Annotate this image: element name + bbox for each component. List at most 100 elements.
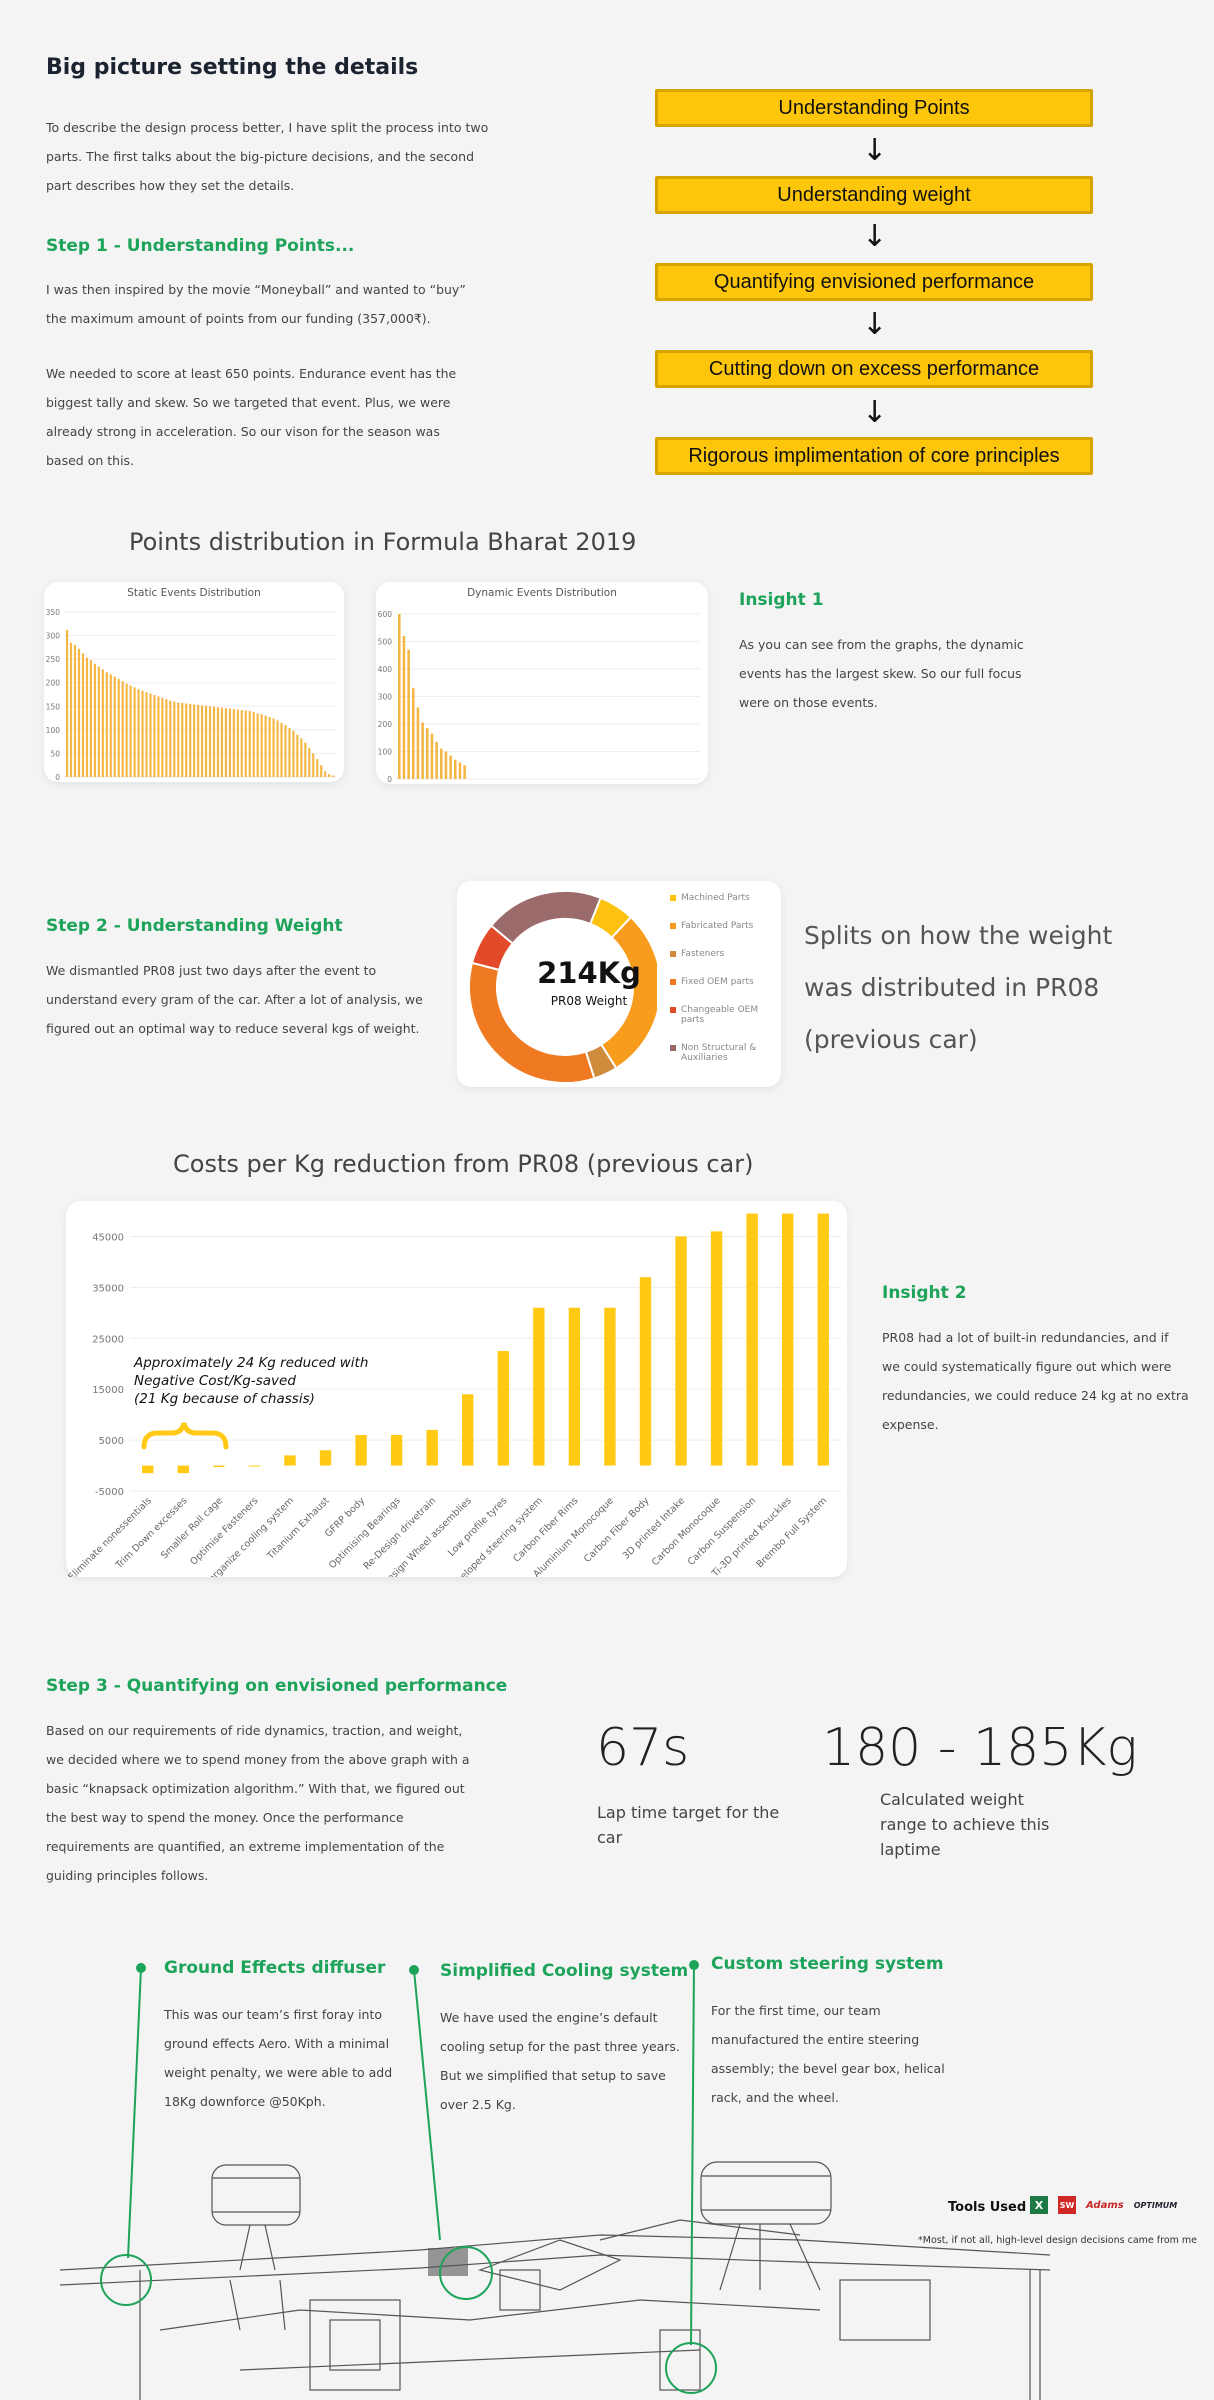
bar (142, 1465, 154, 1474)
down-arrow-icon: ↓ (862, 395, 888, 430)
bar (101, 669, 104, 777)
bar (300, 738, 303, 777)
y-tick-label: 0 (387, 775, 392, 784)
bar (272, 718, 275, 777)
bar (157, 696, 160, 777)
bar (177, 702, 180, 777)
y-tick-label: -5000 (95, 1487, 124, 1498)
bar (125, 683, 128, 777)
y-tick-label: 600 (378, 610, 393, 619)
stat-weight-label: Calculated weight range to achieve this … (880, 1790, 1050, 1859)
bar (296, 734, 299, 777)
bar (398, 614, 401, 779)
bar (97, 666, 100, 777)
step2-text: We dismantled PR08 just two days after t… (46, 963, 423, 1036)
bar (458, 762, 462, 779)
legend-swatch (670, 895, 676, 901)
bar (220, 707, 224, 777)
bar (497, 1351, 509, 1466)
bar (224, 708, 228, 777)
bar (462, 1394, 474, 1466)
y-tick-label: 350 (46, 608, 61, 617)
annotation-brace (141, 1422, 229, 1450)
legend-swatch (670, 1045, 676, 1051)
bar (66, 629, 69, 777)
tools-note: *Most, if not all, high-level design dec… (918, 2235, 1197, 2246)
bar (430, 733, 434, 779)
bar (189, 703, 192, 777)
donut-slice (599, 915, 657, 1070)
bar (248, 1465, 261, 1467)
dynamic-events-chart-card: Dynamic Events Distribution 0 100 200 300 400… (376, 582, 708, 784)
insight1-text: As you can see from the graphs, the dyna… (739, 637, 1024, 710)
bar (228, 708, 231, 777)
bar (312, 753, 315, 777)
weight-donut-card: 214Kg PR08 Weight Machined Parts Fabricat… (457, 881, 781, 1087)
x-tick-label: Optimise Fasteners (188, 1495, 260, 1567)
bar (463, 765, 466, 779)
bar (320, 765, 323, 777)
y-tick-label: 100 (46, 726, 61, 735)
down-arrow-icon: ↓ (862, 133, 888, 168)
bar (284, 1455, 296, 1466)
bar (204, 705, 208, 777)
legend-label: Fasteners (681, 949, 725, 959)
bar (292, 730, 295, 777)
bar (216, 707, 220, 777)
bar (426, 1429, 438, 1466)
legend-item: Machined Parts (670, 893, 780, 903)
car-drawing (59, 2161, 1051, 2400)
bar (244, 710, 247, 777)
bar (260, 714, 263, 777)
feature-cooling-text: We have used the engine’s default coolin… (440, 2010, 680, 2112)
bar (201, 705, 204, 777)
bar (177, 1465, 190, 1474)
bar (77, 648, 81, 777)
step1-paragraph-1: I was then inspired by the movie “Moneyb… (46, 282, 466, 326)
bar (208, 706, 212, 777)
bar (113, 676, 116, 777)
feature-steering-title: Custom steering system (711, 1954, 944, 1974)
bar (304, 742, 307, 777)
bar (280, 722, 283, 777)
bar (390, 1435, 403, 1466)
bar (117, 678, 120, 777)
y-tick-label: 45000 (92, 1232, 124, 1243)
feature-cooling-title: Simplified Cooling system (440, 1961, 689, 1981)
bar (181, 702, 184, 777)
optimum-icon: OPTIMUM (1133, 2200, 1178, 2210)
bar (268, 717, 271, 777)
bar (121, 681, 124, 777)
insight2-title: Insight 2 (882, 1283, 967, 1303)
donut-center-value: 214Kg (537, 956, 641, 990)
y-tick-label: 35000 (92, 1283, 124, 1294)
step3-text: Based on our requirements of ride dynami… (46, 1723, 470, 1883)
costs-title: Costs per Kg reduction from PR08 (previo… (173, 1150, 754, 1178)
bar (639, 1277, 652, 1466)
bar (197, 704, 200, 777)
bar (173, 701, 176, 777)
tools-icons: X SW Adams OPTIMUM (1030, 2196, 1177, 2214)
y-tick-label: 200 (378, 720, 393, 729)
legend-item: Non Structural & Auxiliaries (670, 1043, 780, 1063)
points-title: Points distribution in Formula Bharat 20… (129, 528, 637, 556)
bar (449, 755, 452, 779)
x-tick-label: Carbon Fiber Rims (511, 1495, 580, 1564)
weight-side-text: Splits on how the weight was distributed… (804, 921, 1113, 1054)
bar (149, 693, 152, 777)
bar (232, 709, 235, 777)
stat-laptime-value: 67s (596, 1718, 690, 1778)
bar (675, 1236, 687, 1466)
bar (316, 759, 319, 777)
y-tick-label: 15000 (92, 1385, 124, 1396)
x-tick-label: Carbon Fiber Body (582, 1495, 652, 1565)
y-tick-label: 5000 (99, 1436, 124, 1447)
bar (252, 711, 255, 777)
bar (141, 690, 144, 777)
insight1-title: Insight 1 (739, 590, 824, 610)
feature-diffuser-title: Ground Effects diffuser (164, 1958, 386, 1978)
y-tick-label: 50 (50, 749, 60, 758)
donut-legend: Machined Parts Fabricated Parts Fasteners F… (670, 893, 780, 1081)
bar (444, 751, 448, 779)
bar (240, 710, 243, 777)
